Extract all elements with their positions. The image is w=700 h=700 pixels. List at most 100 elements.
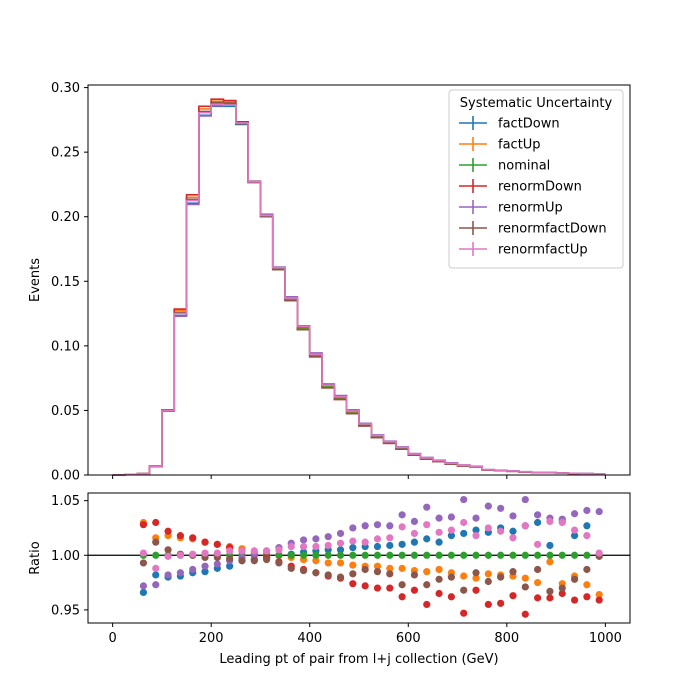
ratio-point <box>201 549 209 557</box>
legend-entries: factDown factUp nominal renormDown renormUp r… <box>459 116 607 258</box>
ratio-point <box>398 564 406 572</box>
bottom-axis-ticks: 0 200 400 600 800 1000 0.95 1.00 1.05 <box>51 494 622 646</box>
ratio-point <box>398 511 406 519</box>
legend-label: nominal <box>498 159 550 174</box>
x-axis-label: Leading pt of pair from l+j collection (… <box>219 652 498 667</box>
ratio-point <box>312 535 320 543</box>
ratio-point <box>497 551 505 559</box>
ratio-point <box>324 571 332 579</box>
top-axes-frame <box>87 84 631 476</box>
ratio-point <box>164 571 172 579</box>
ratio-point <box>460 609 468 617</box>
ratio-point <box>558 589 566 598</box>
ratio-point <box>497 573 505 581</box>
ratio-point <box>336 539 345 547</box>
ratio-point <box>213 560 221 568</box>
ratio-point <box>238 547 246 555</box>
top-y-axis-label: Events <box>28 258 43 302</box>
ratio-point <box>336 529 345 538</box>
ratio-point <box>287 551 295 559</box>
bottom-axes-frame <box>87 492 631 624</box>
ratio-point <box>398 523 406 531</box>
legend-title: Systematic Uncertainty <box>460 96 613 111</box>
ratio-points <box>139 495 603 618</box>
ratio-point <box>299 542 308 551</box>
ratio-point <box>398 593 406 601</box>
ratio-point <box>546 594 554 602</box>
ratio-point <box>558 551 566 559</box>
ratio-point <box>546 558 554 566</box>
ratio-point <box>423 503 431 511</box>
ratio-point <box>558 584 566 592</box>
ratio-point <box>386 570 394 578</box>
ratio-point <box>570 596 579 604</box>
ratio-point <box>164 527 172 535</box>
legend: Systematic Uncertainty factDown factUp nom… <box>448 89 624 269</box>
ratio-point <box>423 521 431 529</box>
ratio-point <box>176 532 184 540</box>
top-series-lines <box>112 98 606 476</box>
ratio-point <box>521 574 529 582</box>
ratio-point <box>583 532 591 540</box>
ratio-point <box>546 551 554 559</box>
ratio-point <box>361 565 369 574</box>
ratio-point <box>189 565 197 574</box>
ratio-point <box>226 547 234 555</box>
bottom-panel: 0 200 400 600 800 1000 0.95 1.00 1.05 Ratio Lead… <box>28 492 631 667</box>
ratio-point <box>472 586 480 594</box>
ratio-point <box>189 534 197 542</box>
ratio-point <box>460 586 468 594</box>
ratio-point <box>472 551 480 559</box>
ratio-point <box>423 600 431 609</box>
bottom-x-tick-label: 0 <box>108 631 116 646</box>
top-y-tick-label: 0.00 <box>51 469 80 484</box>
legend-entry-nominal: nominal <box>459 158 550 174</box>
ratio-point <box>423 535 431 543</box>
ratio-point <box>460 529 468 538</box>
ratio-point <box>373 568 382 576</box>
ratio-point <box>435 528 443 536</box>
bottom-x-tick-label: 600 <box>396 631 421 646</box>
bottom-x-tick-label: 800 <box>494 631 519 646</box>
ratio-point <box>570 551 579 559</box>
ratio-point <box>410 551 419 559</box>
top-y-tick-label: 0.25 <box>51 146 80 161</box>
ratio-point <box>484 502 492 510</box>
ratio-point <box>570 510 579 518</box>
legend-entry-renormfactUp: renormfactUp <box>459 242 588 258</box>
ratio-point <box>497 527 505 535</box>
ratio-point <box>287 542 295 551</box>
ratio-point <box>139 582 148 590</box>
legend-box <box>448 89 624 269</box>
ratio-point <box>152 551 160 559</box>
ratio-point <box>312 542 320 551</box>
ratio-point <box>336 559 345 567</box>
ratio-point <box>324 533 332 541</box>
ratio-point <box>484 570 492 578</box>
ratio-point <box>373 521 382 529</box>
bottom-x-tick-label: 1000 <box>589 631 622 646</box>
legend-label: renormfactDown <box>498 222 607 237</box>
ratio-point <box>336 546 345 554</box>
ratio-point <box>435 589 443 598</box>
ratio-point <box>275 551 283 559</box>
ratio-point <box>361 522 369 530</box>
ratio-point <box>484 551 492 559</box>
legend-entry-factUp: factUp <box>459 137 541 153</box>
ratio-point <box>509 512 517 520</box>
ratio-point <box>250 547 258 555</box>
ratio-point <box>275 546 283 554</box>
legend-label: renormfactUp <box>498 243 588 258</box>
legend-entry-factDown: factDown <box>459 116 560 132</box>
ratio-point <box>534 551 542 559</box>
ratio-point <box>509 568 517 576</box>
top-y-tick-label: 0.05 <box>51 404 80 419</box>
ratio-point <box>546 541 554 550</box>
ratio-point <box>201 568 209 576</box>
top-axis-ticks: 0.00 0.05 0.10 0.15 0.20 0.25 0.30 <box>51 81 606 484</box>
ratio-point <box>398 551 406 559</box>
ratio-point <box>435 514 443 522</box>
ratio-point <box>201 538 209 546</box>
ratio-point <box>583 506 591 515</box>
ratio-point <box>139 521 148 529</box>
